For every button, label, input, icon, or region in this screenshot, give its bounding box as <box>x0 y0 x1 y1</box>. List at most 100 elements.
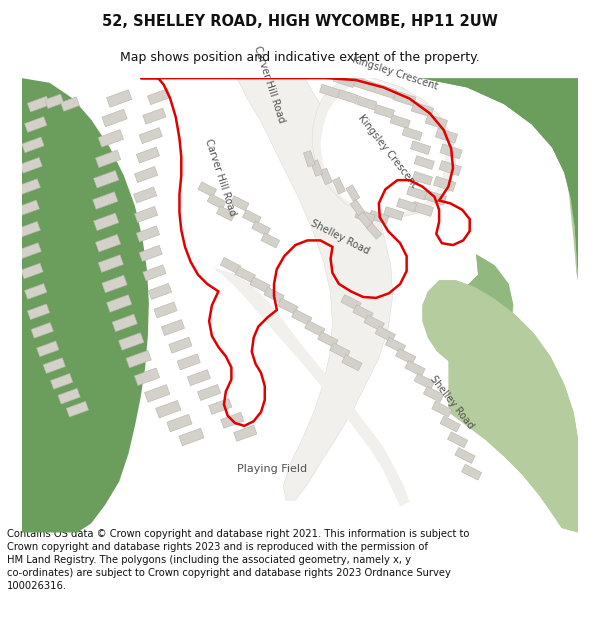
Polygon shape <box>355 209 375 223</box>
Polygon shape <box>424 190 446 205</box>
Polygon shape <box>476 78 578 282</box>
Polygon shape <box>95 150 121 168</box>
Polygon shape <box>278 298 298 314</box>
Polygon shape <box>28 96 50 112</box>
Polygon shape <box>397 198 417 212</box>
Polygon shape <box>330 343 350 359</box>
Text: Carver Hill Road: Carver Hill Road <box>252 45 286 124</box>
Polygon shape <box>305 321 325 336</box>
Polygon shape <box>354 77 376 92</box>
Polygon shape <box>140 78 280 498</box>
Polygon shape <box>342 355 362 371</box>
Text: Playing Field: Playing Field <box>237 464 307 474</box>
Polygon shape <box>424 386 443 402</box>
Polygon shape <box>98 129 124 147</box>
Text: Map shows position and indicative extent of the property.: Map shows position and indicative extent… <box>120 51 480 64</box>
Polygon shape <box>143 265 166 281</box>
Polygon shape <box>346 185 360 201</box>
Polygon shape <box>198 182 217 197</box>
Polygon shape <box>217 206 235 221</box>
Polygon shape <box>233 425 257 441</box>
Polygon shape <box>148 283 172 299</box>
Polygon shape <box>20 158 42 173</box>
Polygon shape <box>18 221 40 237</box>
Text: Shelley Road: Shelley Road <box>428 374 476 431</box>
Polygon shape <box>94 171 119 188</box>
Polygon shape <box>154 302 177 318</box>
Polygon shape <box>394 91 416 106</box>
Polygon shape <box>432 401 452 417</box>
Polygon shape <box>217 78 578 282</box>
Polygon shape <box>92 192 118 209</box>
Polygon shape <box>112 314 137 332</box>
Polygon shape <box>261 233 280 248</box>
Polygon shape <box>448 432 468 447</box>
Polygon shape <box>22 137 44 152</box>
Polygon shape <box>434 176 456 191</box>
Polygon shape <box>338 90 358 104</box>
Polygon shape <box>304 151 315 167</box>
Polygon shape <box>311 160 323 176</box>
Polygon shape <box>385 338 406 353</box>
Polygon shape <box>58 388 80 404</box>
Polygon shape <box>358 212 373 228</box>
Polygon shape <box>395 348 416 364</box>
Polygon shape <box>126 351 151 368</box>
Polygon shape <box>177 354 200 370</box>
Polygon shape <box>250 277 270 293</box>
Polygon shape <box>134 187 157 203</box>
Text: Shelley Road: Shelley Road <box>309 218 371 256</box>
Polygon shape <box>167 414 192 432</box>
Polygon shape <box>476 78 578 217</box>
Polygon shape <box>414 373 434 389</box>
Polygon shape <box>405 361 425 376</box>
Polygon shape <box>252 221 271 236</box>
Polygon shape <box>350 200 365 216</box>
Polygon shape <box>98 255 124 272</box>
Polygon shape <box>353 305 373 321</box>
Polygon shape <box>455 448 475 464</box>
Polygon shape <box>307 78 456 217</box>
Polygon shape <box>102 109 127 127</box>
Polygon shape <box>317 78 446 214</box>
Polygon shape <box>18 179 40 194</box>
Polygon shape <box>19 242 41 259</box>
Polygon shape <box>402 127 422 141</box>
Text: Contains OS data © Crown copyright and database right 2021. This information is : Contains OS data © Crown copyright and d… <box>7 529 470 591</box>
Polygon shape <box>230 196 249 211</box>
Polygon shape <box>341 294 361 311</box>
Polygon shape <box>221 412 244 428</box>
Polygon shape <box>187 369 211 386</box>
Polygon shape <box>292 309 312 325</box>
Polygon shape <box>161 319 185 336</box>
Polygon shape <box>437 254 513 368</box>
Polygon shape <box>61 97 79 111</box>
Polygon shape <box>94 213 119 231</box>
Polygon shape <box>334 72 356 88</box>
Polygon shape <box>220 258 241 273</box>
Polygon shape <box>107 90 132 108</box>
Polygon shape <box>264 287 284 303</box>
Polygon shape <box>134 166 158 182</box>
Polygon shape <box>411 201 434 216</box>
Polygon shape <box>21 263 43 279</box>
Polygon shape <box>374 84 397 99</box>
Polygon shape <box>242 210 261 225</box>
Polygon shape <box>414 156 434 169</box>
Polygon shape <box>422 280 578 532</box>
Polygon shape <box>37 341 59 357</box>
Polygon shape <box>25 284 47 299</box>
Polygon shape <box>197 384 221 401</box>
Polygon shape <box>440 144 462 159</box>
Polygon shape <box>439 161 461 176</box>
Polygon shape <box>383 207 404 221</box>
Polygon shape <box>66 401 89 417</box>
Polygon shape <box>136 226 160 242</box>
Polygon shape <box>213 268 409 506</box>
Polygon shape <box>179 428 204 446</box>
Polygon shape <box>139 127 163 144</box>
Polygon shape <box>209 398 232 414</box>
Polygon shape <box>148 89 170 104</box>
Polygon shape <box>375 326 395 342</box>
Polygon shape <box>425 114 448 129</box>
